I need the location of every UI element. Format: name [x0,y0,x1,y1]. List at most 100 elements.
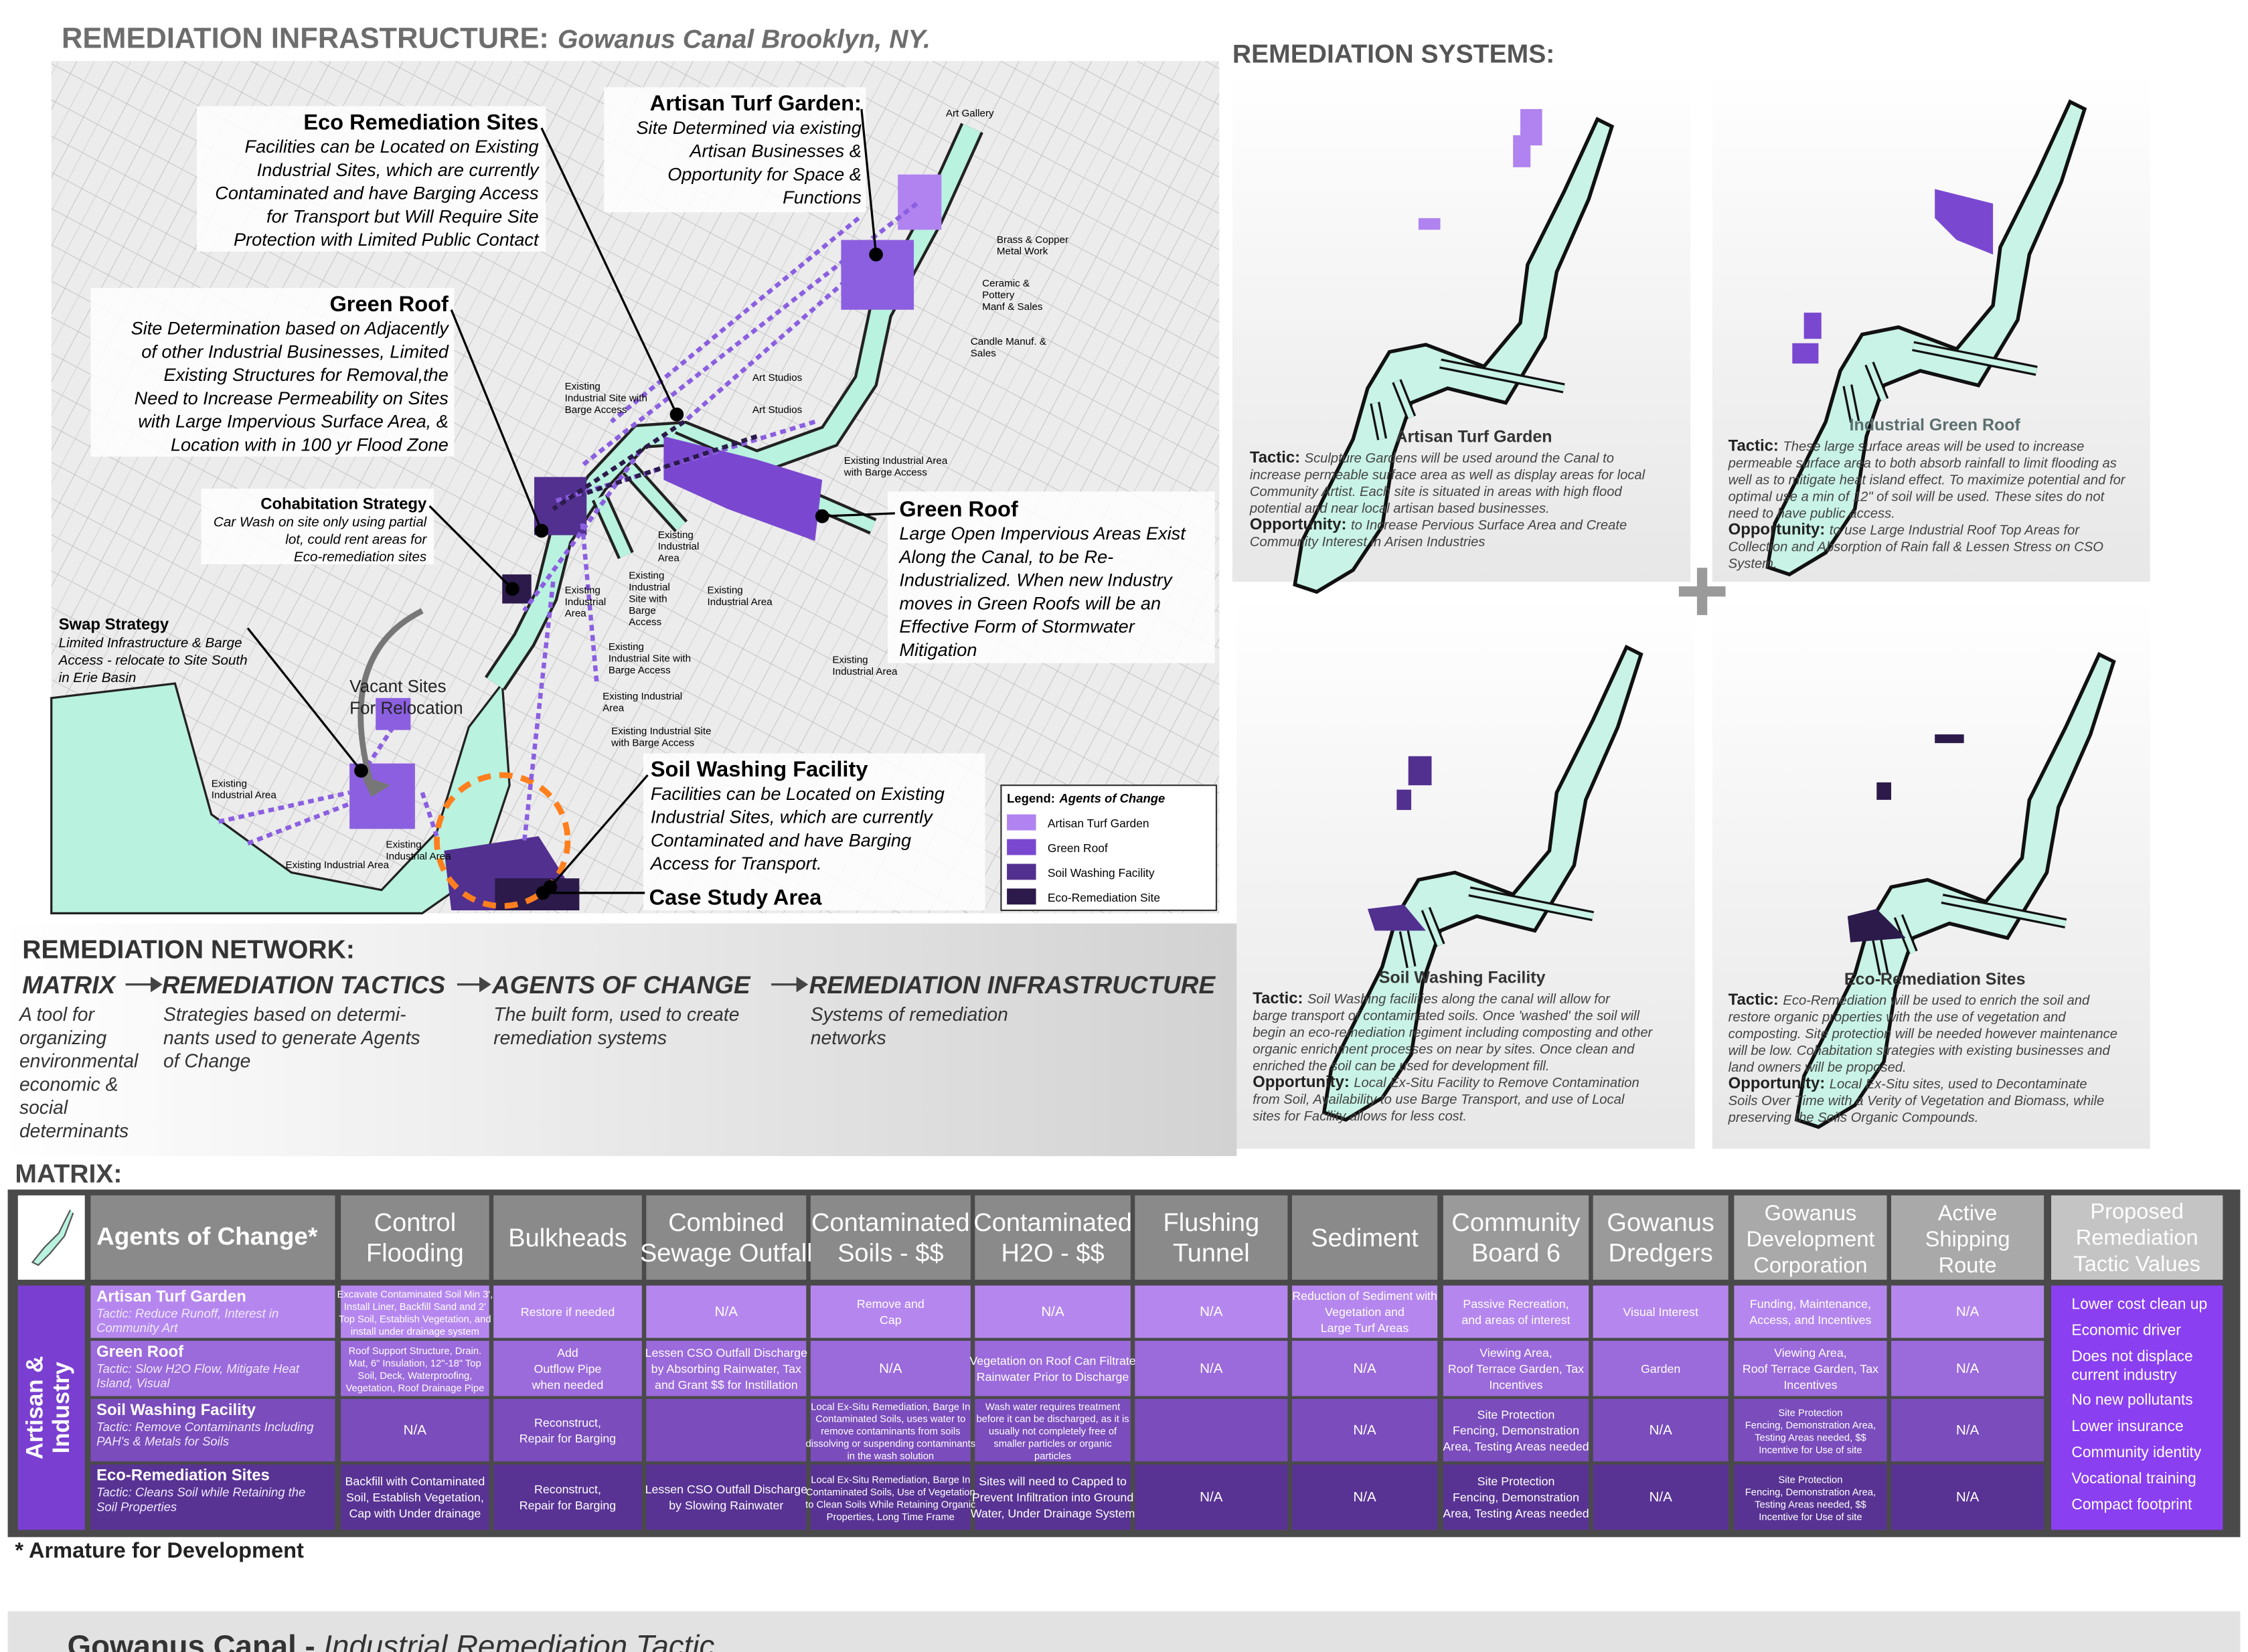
value-text: Lower cost clean up [2071,1295,2207,1312]
map-label: Barge Access [609,665,671,676]
table-cell [1443,1341,1589,1396]
column-header: Tactic Values [2073,1252,2200,1276]
cell-text: N/A [1200,1489,1223,1505]
table-cell [1291,1398,1438,1462]
cell-text: Soil, Deck, Waterproofing, [357,1371,472,1382]
cell-text: Restore if needed [521,1305,615,1319]
network-description: of Change [163,1050,250,1072]
table-cell [1443,1398,1589,1462]
table-cell [810,1341,971,1396]
network-description: The built form, used to create [493,1003,739,1025]
cell-text: Sites will need to Capped to [979,1475,1127,1488]
cell-text: Local Ex-Situ Remediation, Barge In [811,1402,970,1412]
cell-text: Funding, Maintenance, [1750,1297,1871,1311]
cell-text: Prevent Infiltration into Ground [972,1491,1133,1504]
callout-title: Eco Remediation Sites [303,110,538,134]
cell-text: N/A [1353,1422,1376,1438]
table-cell [1593,1464,1729,1530]
panel-text: need to have public access. [1729,506,1895,521]
cell-text: Site Protection [1477,1475,1555,1488]
footer-bar [7,1611,2241,1652]
text-span: Local Ex-Situ Facility to Remove Contami… [1354,1076,1639,1090]
cell-text: Water, Under Drainage System [971,1507,1135,1520]
cell-text: Access, and Incentives [1749,1313,1871,1327]
callout-text: of other Industrial Businesses, Limited [141,341,449,361]
row-name: Artisan Turf Garden [96,1287,246,1305]
table-cell [1891,1464,2044,1530]
column-header: Contaminated [973,1209,1132,1237]
cell-text: Cap [880,1313,902,1327]
panel-text: barge transport of contaminated soils. O… [1253,1009,1639,1023]
network-description: Strategies based on determi- [163,1003,406,1025]
side-cell [17,1285,85,1530]
cell-text: Excavate Contaminated Soil Min 3', [337,1289,493,1300]
cell-text: in the wash solution [847,1451,934,1462]
callout-text: Opportunity for Space & [667,163,862,184]
callout-text: Functions [783,187,862,208]
callout-text: Access for Transport. [649,853,822,874]
header-cell [90,1195,335,1280]
panel-text: composting. Site protection will be need… [1729,1027,2117,1042]
column-header: Soils - $$ [837,1240,943,1268]
cell-text: Incentives [1783,1378,1837,1392]
canal-map [50,122,983,914]
cell-text: Cap with Under drainage [349,1507,481,1520]
row-cell [90,1398,335,1462]
callout-text: Mitigation [899,639,977,660]
map-label: Manf & Sales [982,301,1043,313]
header-cell [493,1195,642,1280]
callout-text: Effective Form of Stormwater [899,616,1135,637]
side-label: Industry [49,1361,74,1454]
column-header: Board 6 [1471,1240,1560,1268]
callout-text: Facilities can be Located on Existing [245,136,539,157]
panel-text: increase permeable surface area as well … [1250,468,1645,483]
cell-text: Area, Testing Areas needed [1443,1440,1589,1453]
panel-text: preserving the Soils Organic Compounds. [1728,1110,1979,1125]
cell-text: N/A [404,1422,427,1438]
row-name: Eco-Remediation Sites [96,1467,270,1485]
table-cell [1593,1398,1729,1462]
column-header: Gowanus [1607,1209,1714,1237]
panel-text: enriched the soil can be used for develo… [1253,1059,1549,1074]
map-label: Existing [212,778,247,789]
cell-text: Vegetation and [1325,1305,1404,1319]
table-cell [646,1398,807,1462]
cell-text: N/A [879,1361,902,1376]
callout-text: Along the Canal, to be Re- [898,546,1113,567]
table-cell [1734,1341,1887,1396]
cell-text: Roof Terrace Garden, Tax [1448,1362,1584,1376]
network-description: social [19,1096,68,1118]
callout-title: Case Study Area [649,885,823,909]
legend-swatch [1007,839,1036,855]
table-cell [975,1285,1131,1338]
value-text: current industry [2071,1366,2177,1384]
map-label: Industrial [565,596,607,608]
value-text: Economic driver [2071,1321,2181,1338]
cell-text: Garden [1641,1362,1680,1376]
panel-text: permeable surface area to both absorb ra… [1728,456,2117,471]
table-cell [975,1341,1131,1396]
map-label: Area [565,608,587,619]
map-label: Industrial [629,582,670,593]
panel-text: Opportunity: Local Ex-Situ Facility to Re… [1253,1073,1639,1091]
panel-text: Soils Over Time with a Verity of Vegetat… [1729,1094,2105,1108]
row-tactic: Tactic: Remove Contaminants Including [96,1420,314,1434]
map-label: Existing [609,641,644,653]
panel-text: optimal use a min of 12" of soil will be… [1729,489,2105,504]
text-span: Industrial Remediation Tactic [323,1629,714,1652]
table-cell [810,1398,971,1462]
column-header: Dredgers [1609,1240,1713,1268]
table-cell [1135,1285,1288,1338]
footnote: * Armature for Development [15,1538,304,1562]
cell-text: Repair for Barging [519,1432,616,1445]
header-cell [1291,1195,1438,1280]
callout-title: Green Roof [899,497,1018,521]
header-cell [975,1195,1131,1280]
panel-title: Industrial Green Roof [1850,416,2021,434]
section-title: REMEDIATION NETWORK: [22,936,355,965]
map-label: Industrial Area [708,596,773,608]
network-step: REMEDIATION TACTICS [162,971,446,999]
header-cell [1443,1195,1589,1280]
cell-text: Testing Areas needed, $$ [1755,1499,1866,1510]
